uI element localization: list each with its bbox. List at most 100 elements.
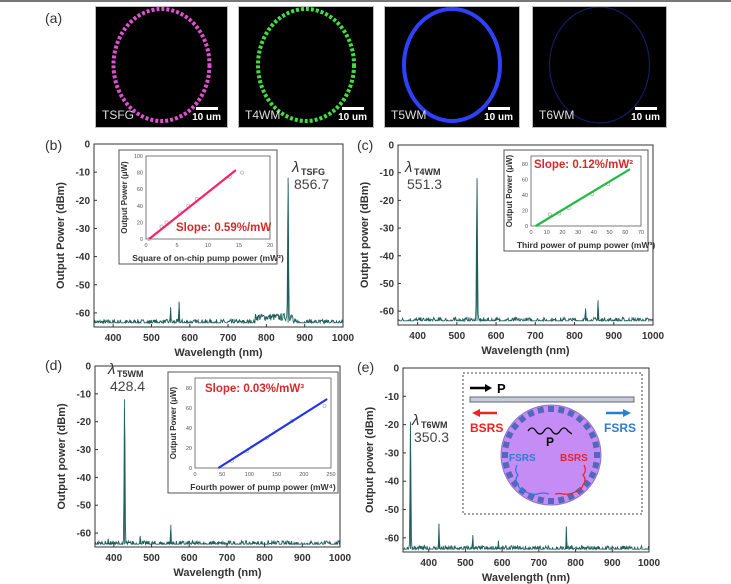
ring-image bbox=[256, 7, 356, 123]
spectrum-line bbox=[94, 399, 340, 546]
micrograph-label: TSFG bbox=[102, 108, 134, 122]
x-tick-label: 800 bbox=[566, 331, 583, 342]
peak-annotation-symbol: λ bbox=[404, 159, 412, 176]
fsrs-wave-icon bbox=[515, 464, 550, 495]
x-tick-label: 600 bbox=[181, 333, 198, 344]
y-tick-label: -40 bbox=[76, 252, 91, 263]
bsrs-arrowhead-icon bbox=[472, 409, 480, 417]
x-tick-label: 500 bbox=[143, 553, 160, 564]
y-tick-label: -20 bbox=[385, 420, 400, 431]
grating-tooth bbox=[594, 452, 600, 458]
micrograph-label: T6WM bbox=[539, 108, 575, 122]
y-tick-label: -20 bbox=[77, 417, 92, 428]
chart-b: (b)400 500 600 700 800 900 10000-10-20-30-40-5… bbox=[45, 137, 355, 359]
x-tick-label: 900 bbox=[294, 553, 311, 564]
y-tick-label: -30 bbox=[380, 224, 395, 235]
bsrs-label: BSRS bbox=[470, 421, 503, 435]
peak-annotation-subscript: T6WM bbox=[421, 420, 448, 430]
scale-bar-label: 10 um bbox=[192, 112, 221, 123]
x-axis-label: Wavelength (nm) bbox=[174, 347, 263, 359]
inset-y-tick-label: 60 bbox=[522, 177, 528, 183]
inset-x-tick-label: 0 bbox=[144, 243, 147, 249]
inset-data-point bbox=[240, 170, 245, 175]
inset-y-tick-label: 0 bbox=[140, 237, 143, 243]
inset-x-axis-label: Square of on-chip pump power (mW²) bbox=[132, 253, 284, 263]
y-tick-label: -50 bbox=[385, 505, 400, 516]
slope-label: Slope: 0.12%/mW² bbox=[534, 159, 633, 171]
inset-y-tick-label: 0 bbox=[525, 224, 528, 230]
peak-annotation-symbol: λ bbox=[107, 361, 115, 378]
fsrs-label: FSRS bbox=[604, 421, 636, 435]
inset-fit-line bbox=[535, 168, 631, 227]
y-tick-label: -30 bbox=[77, 445, 92, 456]
panel-label: (d) bbox=[45, 357, 62, 373]
grating-tooth bbox=[537, 496, 545, 504]
inset-y-tick-label: 40 bbox=[186, 426, 192, 432]
micrograph-t5wm: T5WM 10 um bbox=[384, 6, 520, 128]
y-tick-label: -20 bbox=[76, 196, 91, 207]
inset-x-tick-label: 0 bbox=[193, 472, 196, 478]
y-tick-label: 0 bbox=[85, 362, 91, 373]
inset-chart: 0 10 20 30 40 50 60 70 0 20 40 60 80 Third power of p… bbox=[503, 149, 656, 252]
x-tick-label: 400 bbox=[420, 558, 437, 569]
y-axis-label: Output power (dBm) bbox=[364, 407, 376, 514]
y-tick-label: -10 bbox=[77, 389, 92, 400]
grating-tooth bbox=[502, 441, 510, 449]
peak-annotation-symbol: λ bbox=[291, 159, 299, 176]
bsrs-wave-icon bbox=[554, 464, 586, 495]
inset-x-axis-label: Third power of pump power (mW³) bbox=[517, 240, 656, 250]
y-tick-label: -40 bbox=[385, 477, 400, 488]
grating-tooth bbox=[502, 452, 508, 458]
inner-pump-label: P bbox=[546, 435, 554, 449]
y-tick-label: -40 bbox=[380, 251, 395, 262]
x-tick-label: 400 bbox=[105, 333, 122, 344]
x-tick-label: 900 bbox=[604, 558, 621, 569]
grating-tooth bbox=[592, 441, 600, 449]
inset-x-tick-label: 150 bbox=[272, 472, 281, 478]
x-tick-label: 1000 bbox=[329, 553, 352, 564]
grating-tooth bbox=[527, 409, 536, 418]
inset-x-tick-label: 70 bbox=[638, 230, 644, 236]
microdisk bbox=[500, 404, 602, 506]
plot-frame bbox=[93, 143, 344, 328]
y-tick-label: -60 bbox=[77, 529, 92, 540]
spectrum-line bbox=[93, 177, 344, 325]
inset-chart: 0 5 10 15 20 0 20 40 60 80 100 Square of on-chip pu… bbox=[118, 149, 284, 265]
y-tick-label: -60 bbox=[76, 308, 91, 319]
x-axis-label: Wavelength (nm) bbox=[482, 572, 571, 584]
y-tick-label: -30 bbox=[385, 448, 400, 459]
y-axis-label: Output Power (dBm) bbox=[55, 182, 67, 289]
x-tick-label: 800 bbox=[256, 553, 273, 564]
x-tick-label: 900 bbox=[605, 331, 622, 342]
x-tick-label: 800 bbox=[567, 558, 584, 569]
ring-image bbox=[111, 7, 212, 123]
y-tick-label: -40 bbox=[77, 473, 92, 484]
inset-y-tick-label: 80 bbox=[137, 171, 143, 177]
peak-annotation-subscript: T5WM bbox=[117, 369, 144, 379]
grating-tooth bbox=[592, 461, 600, 469]
grating-tooth bbox=[505, 431, 514, 440]
y-tick-label: -60 bbox=[385, 533, 400, 544]
x-tick-label: 700 bbox=[220, 333, 237, 344]
grating-tooth bbox=[505, 470, 514, 479]
grating-tooth bbox=[548, 406, 554, 412]
grating-tooth bbox=[588, 470, 597, 479]
inset-frame bbox=[167, 371, 339, 494]
y-tick-label: -50 bbox=[77, 501, 92, 512]
inset-x-tick-label: 0 bbox=[529, 230, 532, 236]
bus-waveguide bbox=[469, 396, 635, 403]
y-tick-label: 0 bbox=[393, 364, 399, 375]
slope-label: Slope: 0.59%/mW bbox=[176, 222, 271, 234]
grating-tooth bbox=[557, 496, 565, 504]
x-axis-label: Wavelength (nm) bbox=[173, 567, 262, 579]
micrograph-t4wm: T4WM 10 um bbox=[238, 6, 374, 128]
x-tick-label: 600 bbox=[488, 331, 505, 342]
fsrs-arrowhead-icon bbox=[623, 409, 631, 417]
peak-annotation-symbol: λ bbox=[411, 412, 419, 429]
panel-label: (c) bbox=[357, 137, 373, 153]
x-tick-label: 700 bbox=[527, 331, 544, 342]
inset-fit-line bbox=[217, 398, 328, 469]
inset-x-tick-label: 20 bbox=[559, 230, 565, 236]
inset-x-tick-label: 40 bbox=[591, 230, 597, 236]
